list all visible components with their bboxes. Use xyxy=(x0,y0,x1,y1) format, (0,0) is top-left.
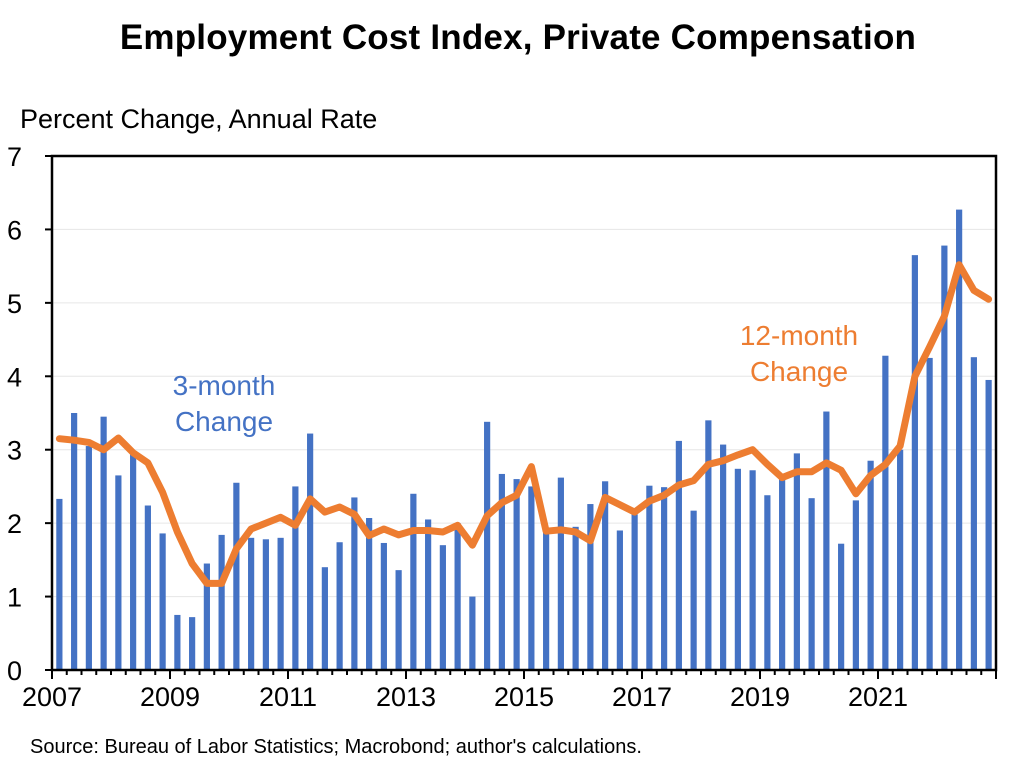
bar-2018Q3 xyxy=(734,468,741,670)
bar-2012Q2 xyxy=(366,518,373,670)
bar-2011Q2 xyxy=(307,433,314,670)
bar-2019Q3 xyxy=(793,453,800,670)
bar-2020Q2 xyxy=(838,543,845,670)
bar-2013Q1 xyxy=(410,493,417,670)
bar-2009Q2 xyxy=(189,617,196,670)
x-tick-label-2021: 2021 xyxy=(848,682,908,712)
x-tick-labels: 2007 2009 2011 2013 2015 2017 2019 2021 xyxy=(22,682,908,712)
bar-2007Q4 xyxy=(100,416,107,670)
bar-2012Q4 xyxy=(395,570,402,670)
bar-2021Q3 xyxy=(911,255,918,670)
bar-2019Q2 xyxy=(779,479,786,670)
line-12-month-change xyxy=(55,261,993,587)
bar-2012Q1 xyxy=(351,497,358,670)
annotation-3-month-line-0: 3-month xyxy=(173,370,276,401)
bar-2009Q3 xyxy=(203,563,210,670)
bar-2019Q4 xyxy=(808,498,815,670)
bar-2013Q3 xyxy=(439,545,446,670)
source-note: Source: Bureau of Labor Statistics; Macr… xyxy=(30,736,642,758)
annotation-12-month-line-0: 12-month xyxy=(740,320,858,351)
y-tick-label-4: 4 xyxy=(7,362,22,392)
bar-2014Q3 xyxy=(498,473,505,670)
bar-2017Q2 xyxy=(661,487,668,670)
bar-2021Q4 xyxy=(926,357,933,670)
bar-2008Q4 xyxy=(159,533,166,670)
bar-2020Q4 xyxy=(867,460,874,670)
bar-2014Q4 xyxy=(513,479,520,670)
bar-2015Q1 xyxy=(528,486,535,670)
bar-2010Q1 xyxy=(233,482,240,670)
bar-2010Q2 xyxy=(248,537,255,670)
bar-2020Q1 xyxy=(823,411,830,670)
y-axis-unit-label: Percent Change, Annual Rate xyxy=(20,104,378,134)
bar-2021Q2 xyxy=(897,449,904,670)
y-tick-label-1: 1 xyxy=(7,583,22,613)
bar-2010Q4 xyxy=(277,537,284,670)
bar-2021Q1 xyxy=(882,355,889,670)
bar-2015Q3 xyxy=(557,477,564,670)
x-tick-label-2009: 2009 xyxy=(140,682,200,712)
bar-2011Q4 xyxy=(336,542,343,670)
bar-2016Q4 xyxy=(631,514,638,670)
bar-2017Q1 xyxy=(646,485,653,670)
bar-2010Q3 xyxy=(262,539,269,670)
bar-2013Q2 xyxy=(425,519,432,670)
bar-2020Q3 xyxy=(852,500,859,670)
bar-2011Q3 xyxy=(321,567,328,670)
x-tick-label-2011: 2011 xyxy=(259,682,317,712)
series-annotations: 3-month Change 12-month Change xyxy=(173,320,859,437)
y-tick-label-6: 6 xyxy=(7,215,22,245)
x-tick-label-2007: 2007 xyxy=(22,682,82,712)
bar-2016Q3 xyxy=(616,530,623,670)
x-tick-label-2015: 2015 xyxy=(494,682,554,712)
bar-2017Q4 xyxy=(690,510,697,670)
bar-2011Q1 xyxy=(292,486,299,670)
axis-ticks xyxy=(45,155,997,679)
bar-2008Q3 xyxy=(144,505,151,670)
bar-2008Q1 xyxy=(115,475,122,670)
bar-2015Q4 xyxy=(572,526,579,670)
y-tick-label-0: 0 xyxy=(7,656,22,686)
y-tick-label-3: 3 xyxy=(7,436,22,466)
annotation-3-month-line-1: Change xyxy=(175,406,273,437)
bar-2009Q1 xyxy=(174,614,181,670)
bar-2022Q3 xyxy=(970,357,977,670)
bar-2022Q1 xyxy=(941,245,948,670)
y-tick-label-7: 7 xyxy=(7,142,22,172)
bar-2014Q1 xyxy=(469,596,476,670)
bar-2016Q2 xyxy=(602,481,609,670)
bar-2016Q1 xyxy=(587,504,594,670)
bar-2007Q1 xyxy=(56,498,63,670)
annotation-12-month-line-1: Change xyxy=(750,356,848,387)
y-tick-label-5: 5 xyxy=(7,289,22,319)
y-tick-label-2: 2 xyxy=(7,509,22,539)
bar-2018Q4 xyxy=(749,470,756,670)
bar-2014Q2 xyxy=(484,421,491,670)
bar-2008Q2 xyxy=(130,453,137,670)
bar-2019Q1 xyxy=(764,495,771,670)
bar-2017Q3 xyxy=(675,440,682,670)
line-12-month xyxy=(55,261,993,587)
bar-2009Q4 xyxy=(218,534,225,670)
bar-2018Q1 xyxy=(705,420,712,670)
bar-2015Q2 xyxy=(543,530,550,670)
y-tick-labels: 0 1 2 3 4 5 6 7 xyxy=(7,142,22,686)
x-tick-label-2017: 2017 xyxy=(612,682,672,712)
bar-2012Q3 xyxy=(380,542,387,670)
bar-2018Q2 xyxy=(720,444,727,670)
bar-2022Q4 xyxy=(985,379,992,670)
bar-2007Q3 xyxy=(85,446,92,670)
x-tick-label-2013: 2013 xyxy=(376,682,436,712)
bar-2022Q2 xyxy=(956,209,963,671)
chart-title: Employment Cost Index, Private Compensat… xyxy=(119,18,917,57)
bars-3-month xyxy=(56,209,992,671)
bar-2013Q4 xyxy=(454,523,461,670)
x-tick-label-2019: 2019 xyxy=(730,682,790,712)
bar-2007Q2 xyxy=(71,413,78,670)
